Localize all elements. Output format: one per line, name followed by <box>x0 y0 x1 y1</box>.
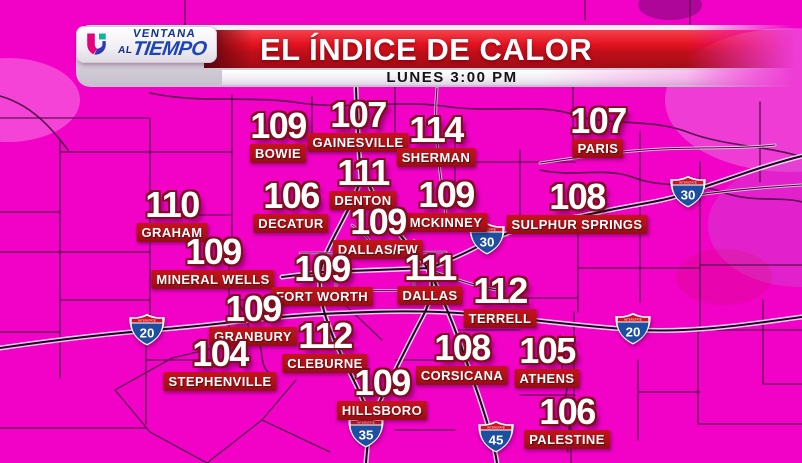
heat-index-value: 114 <box>409 109 464 150</box>
station-terrell: 112 TERRELL <box>463 270 537 328</box>
station-fort-worth: 109 FORT WORTH <box>270 248 374 306</box>
interstate-20-shield-icon: INTERSTATE 20 <box>615 312 652 350</box>
city-label: STEPHENVILLE <box>163 372 277 391</box>
city-label: SULPHUR SPRINGS <box>506 215 648 234</box>
station-corsicana: 108 CORSICANA <box>415 327 509 385</box>
svg-text:20: 20 <box>140 325 155 340</box>
interstate-30-shield-icon: INTERSTATE 30 <box>670 175 707 213</box>
station-gainesville: 107 GAINESVILLE <box>307 94 409 152</box>
heat-index-value: 106 <box>263 175 320 216</box>
heat-index-value: 110 <box>145 184 200 225</box>
heat-index-value: 109 <box>418 174 475 215</box>
svg-text:INTERSTATE: INTERSTATE <box>138 318 156 322</box>
station-decatur: 106 DECATUR <box>253 175 329 233</box>
heat-index-value: 107 <box>570 100 627 141</box>
heat-index-value: 109 <box>350 201 407 242</box>
station-stephenville: 104 STEPHENVILLE <box>163 333 277 391</box>
city-label: PARIS <box>572 139 624 158</box>
heat-index-value: 107 <box>330 94 387 135</box>
station-mckinney: 109 MCKINNEY <box>404 174 488 232</box>
svg-text:INTERSTATE: INTERSTATE <box>624 317 642 321</box>
heat-index-value: 111 <box>337 152 390 193</box>
station-graham: 110 GRAHAM <box>136 184 208 242</box>
city-label: HILLSBORO <box>336 401 428 420</box>
svg-text:INTERSTATE: INTERSTATE <box>487 425 505 429</box>
city-label: FORT WORTH <box>270 287 374 306</box>
city-label: CORSICANA <box>415 366 509 385</box>
svg-text:20: 20 <box>626 324 641 339</box>
station-sulphur-springs: 108 SULPHUR SPRINGS <box>506 176 648 234</box>
city-label: ATHENS <box>514 369 580 388</box>
station-palestine: 106 PALESTINE <box>524 391 610 449</box>
heat-index-value: 104 <box>192 333 249 374</box>
heat-index-value: 109 <box>250 105 307 146</box>
station-denton: 111 DENTON <box>329 152 397 210</box>
interstate-45-shield-icon: INTERSTATE 45 <box>478 420 515 458</box>
city-label: DALLAS/FW <box>332 240 424 259</box>
city-label: PALESTINE <box>524 430 610 449</box>
city-label: DECATUR <box>253 214 329 233</box>
station-dallas-fw: 109 DALLAS/FW <box>332 201 424 259</box>
city-label: TERRELL <box>463 309 537 328</box>
station-mineral-wells: 109 MINERAL WELLS <box>151 231 275 289</box>
heat-index-value: 109 <box>225 288 282 329</box>
heat-index-value: 111 <box>404 247 457 288</box>
station-sherman: 114 SHERMAN <box>396 109 476 167</box>
station-hillsboro: 109 HILLSBORO <box>336 362 428 420</box>
city-label: CLEBURNE <box>282 354 368 373</box>
heat-index-value: 108 <box>434 327 491 368</box>
heat-index-value: 112 <box>473 270 528 311</box>
heat-index-value: 105 <box>519 330 576 371</box>
minor-highways <box>430 86 802 293</box>
heat-index-value: 108 <box>549 176 606 217</box>
city-label: GRANBURY <box>209 327 297 346</box>
station-cleburne: 112 CLEBURNE <box>282 315 368 373</box>
city-label: MCKINNEY <box>404 213 488 232</box>
city-label: DENTON <box>329 191 397 210</box>
station-athens: 105 ATHENS <box>514 330 580 388</box>
svg-text:30: 30 <box>480 234 495 249</box>
city-label: GRAHAM <box>136 223 208 242</box>
interstate-35-shield-icon: INTERSTATE 35 <box>348 415 385 453</box>
station-bowie: 109 BOWIE <box>249 105 307 163</box>
station-granbury: 109 GRANBURY <box>209 288 297 346</box>
city-label: MINERAL WELLS <box>151 270 275 289</box>
svg-text:INTERSTATE: INTERSTATE <box>679 180 697 184</box>
heat-index-value: 112 <box>298 315 353 356</box>
heat-index-value: 109 <box>185 231 242 272</box>
heat-index-value: 109 <box>294 248 351 289</box>
station-paris: 107 PARIS <box>570 100 627 158</box>
city-label: BOWIE <box>249 144 307 163</box>
heat-index-value: 106 <box>539 391 596 432</box>
city-label: GAINESVILLE <box>307 133 409 152</box>
svg-text:30: 30 <box>681 187 696 202</box>
interstate-20-shield-icon: INTERSTATE 20 <box>129 313 166 351</box>
heat-index-value: 109 <box>354 362 411 403</box>
city-label: SHERMAN <box>396 148 476 167</box>
station-dallas: 111 DALLAS <box>397 247 463 305</box>
svg-text:INTERSTATE: INTERSTATE <box>357 420 375 424</box>
svg-text:35: 35 <box>359 427 374 442</box>
city-label: DALLAS <box>397 286 463 305</box>
svg-text:45: 45 <box>489 432 504 447</box>
